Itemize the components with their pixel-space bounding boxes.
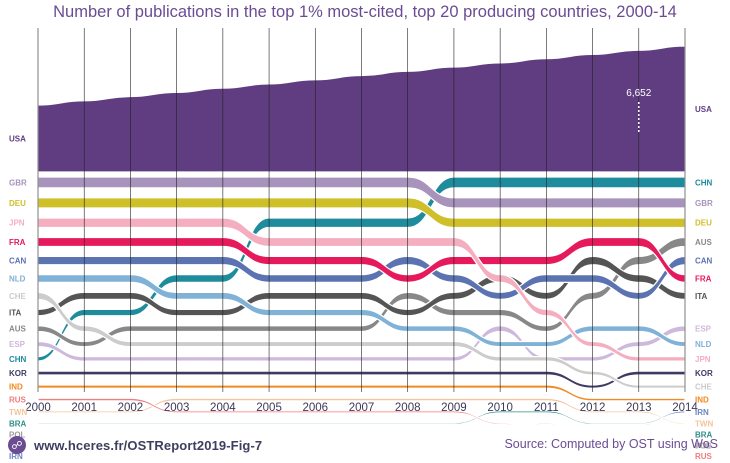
x-tick-label: 2006	[302, 402, 328, 414]
x-tick-label: 2002	[118, 402, 144, 414]
right-label-irn: IRN	[695, 408, 709, 417]
left-label-ind: IND	[9, 383, 23, 392]
x-tick-label: 2010	[487, 402, 513, 414]
x-tick-label: 2013	[626, 402, 652, 414]
left-label-esp: ESP	[9, 340, 26, 349]
x-tick-label: 2012	[580, 402, 606, 414]
left-label-deu: DEU	[9, 199, 26, 208]
right-label-twn: TWN	[695, 420, 713, 429]
x-tick-label: 2000	[25, 402, 51, 414]
band-bra	[37, 410, 686, 436]
right-label-kor: KOR	[695, 369, 713, 378]
left-country-labels: USA GBR DEU JPN FRA CAN NLD CHE ITA AUS ESP CHN KOR I…	[9, 135, 27, 462]
left-label-gbr: GBR	[9, 178, 27, 187]
footer-link[interactable]: ☍ www.hceres.fr/OSTReport2019-Fig-7	[8, 434, 262, 456]
year-gridlines	[37, 28, 686, 392]
right-country-labels: USA CHN GBR DEU AUS CAN FRA ITA ESP NLD JPN KOR CHE I…	[695, 105, 713, 461]
link-icon: ☍	[8, 436, 26, 454]
right-label-pol: POL	[695, 441, 712, 450]
chart-title: Number of publications in the top 1% mos…	[53, 3, 677, 21]
x-tick-label: 2003	[164, 402, 190, 414]
right-label-che: CHE	[695, 383, 713, 392]
band-twn	[37, 397, 686, 425]
band-irn	[37, 410, 686, 457]
left-label-ita: ITA	[9, 309, 22, 318]
right-label-can: CAN	[695, 257, 713, 266]
left-label-jpn: JPN	[9, 219, 25, 228]
left-label-kor: KOR	[9, 369, 27, 378]
right-label-chn: CHN	[695, 178, 713, 187]
left-label-bra: BRA	[9, 420, 27, 429]
right-label-nld: NLD	[695, 340, 712, 349]
footer-source: Source: Computed by OST using WoS	[504, 437, 718, 451]
left-label-aus: AUS	[9, 325, 27, 334]
right-label-deu: DEU	[695, 219, 712, 228]
x-tick-label: 2014	[672, 402, 698, 414]
right-label-esp: ESP	[695, 325, 712, 334]
left-label-pol: POL	[9, 431, 26, 440]
right-label-usa: USA	[695, 105, 712, 114]
right-label-fra: FRA	[695, 275, 712, 284]
x-tick-label: 2004	[210, 402, 236, 414]
left-label-fra: FRA	[9, 238, 26, 247]
x-tick-label: 2001	[71, 402, 97, 414]
x-tick-label: 2008	[395, 402, 421, 414]
x-tick-label: 2005	[256, 402, 282, 414]
x-axis: 2000 2001 2002 2003 2004 2005 2006 2007 2008 2009…	[25, 402, 698, 414]
right-label-gbr: GBR	[695, 199, 713, 208]
annotation-value: 6,652	[626, 88, 651, 99]
left-label-can: CAN	[9, 257, 27, 266]
left-label-usa: USA	[9, 135, 26, 144]
x-tick-label: 2009	[441, 402, 467, 414]
left-label-nld: NLD	[9, 275, 26, 284]
usa-annotation: 6,652	[626, 88, 652, 132]
right-label-tur: TUR	[695, 441, 712, 450]
left-label-chn: CHN	[9, 355, 27, 364]
x-tick-label: 2011	[534, 402, 559, 414]
left-label-che: CHE	[9, 292, 27, 301]
left-label-irn: IRN	[9, 452, 23, 461]
right-label-rus: RUS	[695, 452, 713, 461]
right-label-aus: AUS	[695, 238, 713, 247]
right-label-jpn: JPN	[695, 355, 711, 364]
left-label-rus: RUS	[9, 396, 27, 405]
right-label-ita: ITA	[695, 292, 708, 301]
right-label-bra: BRA	[695, 431, 713, 440]
band-rus	[37, 397, 686, 457]
left-label-twn: TWN	[9, 408, 27, 417]
x-tick-label: 2007	[349, 402, 375, 414]
right-label-ind: IND	[695, 396, 709, 405]
footer-url[interactable]: www.hceres.fr/OSTReport2019-Fig-7	[34, 437, 263, 453]
